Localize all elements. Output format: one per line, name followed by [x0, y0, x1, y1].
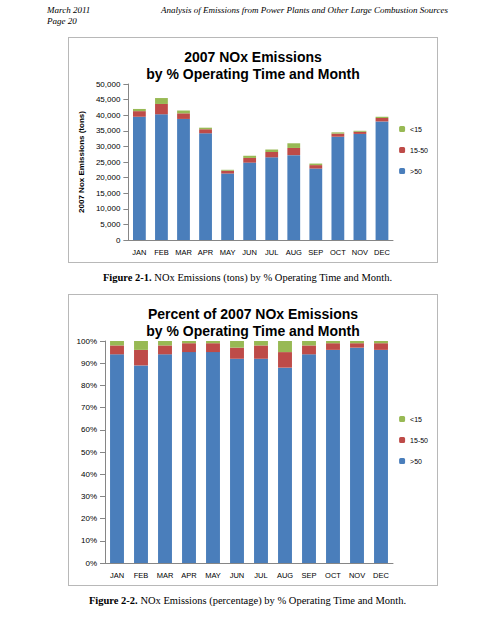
svg-text:<15: <15: [410, 126, 422, 133]
svg-text:Percent of 2007 NOx Emissions: Percent of 2007 NOx Emissions: [148, 306, 358, 322]
svg-text:40,000: 40,000: [96, 111, 121, 120]
svg-text:DEC: DEC: [374, 248, 390, 257]
svg-text:MAY: MAY: [205, 571, 221, 580]
svg-text:20%: 20%: [81, 514, 97, 523]
html-text:Page 20: Page 20: [47, 16, 77, 26]
svg-text:APR: APR: [181, 571, 197, 580]
svg-text:APR: APR: [198, 248, 214, 257]
svg-text:SEP: SEP: [301, 571, 316, 580]
svg-text:0%: 0%: [85, 559, 97, 568]
svg-text:50,000: 50,000: [96, 80, 121, 89]
html-text:Analysis of Emissions from Pow: Analysis of Emissions from Power Plants …: [161, 5, 448, 15]
svg-text:JUL: JUL: [254, 571, 267, 580]
svg-text:by % Operating Time and Month: by % Operating Time and Month: [146, 66, 360, 82]
svg-text:JAN: JAN: [110, 571, 124, 580]
svg-text:80%: 80%: [81, 381, 97, 390]
svg-text:90%: 90%: [81, 359, 97, 368]
svg-text:45,000: 45,000: [96, 95, 121, 104]
svg-text:2007 Nox Emissions (tons): 2007 Nox Emissions (tons): [77, 111, 86, 213]
svg-text:MAY: MAY: [220, 248, 236, 257]
svg-text:100%: 100%: [77, 337, 97, 346]
svg-text:5,000: 5,000: [100, 220, 121, 229]
html-text:Figure 2-2. NOx Emissions (per: Figure 2-2. NOx Emissions (percentage) b…: [88, 595, 406, 606]
svg-text:15-50: 15-50: [410, 437, 428, 444]
svg-text:10,000: 10,000: [96, 204, 121, 213]
html-text:Figure 2-1. NOx Emissions (ton: Figure 2-1. NOx Emissions (tons) by % Op…: [102, 272, 393, 283]
html-text:March 2011: March 2011: [47, 5, 91, 15]
svg-text:SEP: SEP: [308, 248, 323, 257]
svg-text:DEC: DEC: [373, 571, 389, 580]
svg-text:15,000: 15,000: [96, 189, 121, 198]
svg-text:60%: 60%: [81, 425, 97, 434]
svg-text:20,000: 20,000: [96, 173, 121, 182]
svg-text:2007 NOx Emissions: 2007 NOx Emissions: [184, 49, 322, 65]
svg-text:>50: >50: [410, 458, 422, 465]
svg-text:30%: 30%: [81, 492, 97, 501]
svg-text:25,000: 25,000: [96, 158, 121, 167]
svg-text:NOV: NOV: [352, 248, 368, 257]
svg-text:JUN: JUN: [230, 571, 245, 580]
svg-text:AUG: AUG: [286, 248, 302, 257]
svg-text:NOV: NOV: [349, 571, 365, 580]
svg-text:70%: 70%: [81, 403, 97, 412]
svg-text:FEB: FEB: [134, 571, 149, 580]
svg-text:OCT: OCT: [325, 571, 341, 580]
svg-text:MAR: MAR: [157, 571, 174, 580]
svg-text:by % Operating Time and Month: by % Operating Time and Month: [146, 323, 360, 339]
svg-text:10%: 10%: [81, 536, 97, 545]
svg-text:30,000: 30,000: [96, 142, 121, 151]
svg-text:MAR: MAR: [175, 248, 192, 257]
svg-text:OCT: OCT: [330, 248, 346, 257]
svg-text:50%: 50%: [81, 448, 97, 457]
svg-text:JUN: JUN: [242, 248, 257, 257]
svg-text:JAN: JAN: [132, 248, 146, 257]
svg-text:<15: <15: [410, 416, 422, 423]
svg-text:35,000: 35,000: [96, 126, 121, 135]
svg-text:0: 0: [116, 236, 121, 245]
svg-text:FEB: FEB: [154, 248, 169, 257]
svg-text:15-50: 15-50: [410, 147, 428, 154]
svg-text:JUL: JUL: [265, 248, 278, 257]
svg-text:AUG: AUG: [277, 571, 293, 580]
svg-text:40%: 40%: [81, 470, 97, 479]
svg-text:>50: >50: [410, 168, 422, 175]
